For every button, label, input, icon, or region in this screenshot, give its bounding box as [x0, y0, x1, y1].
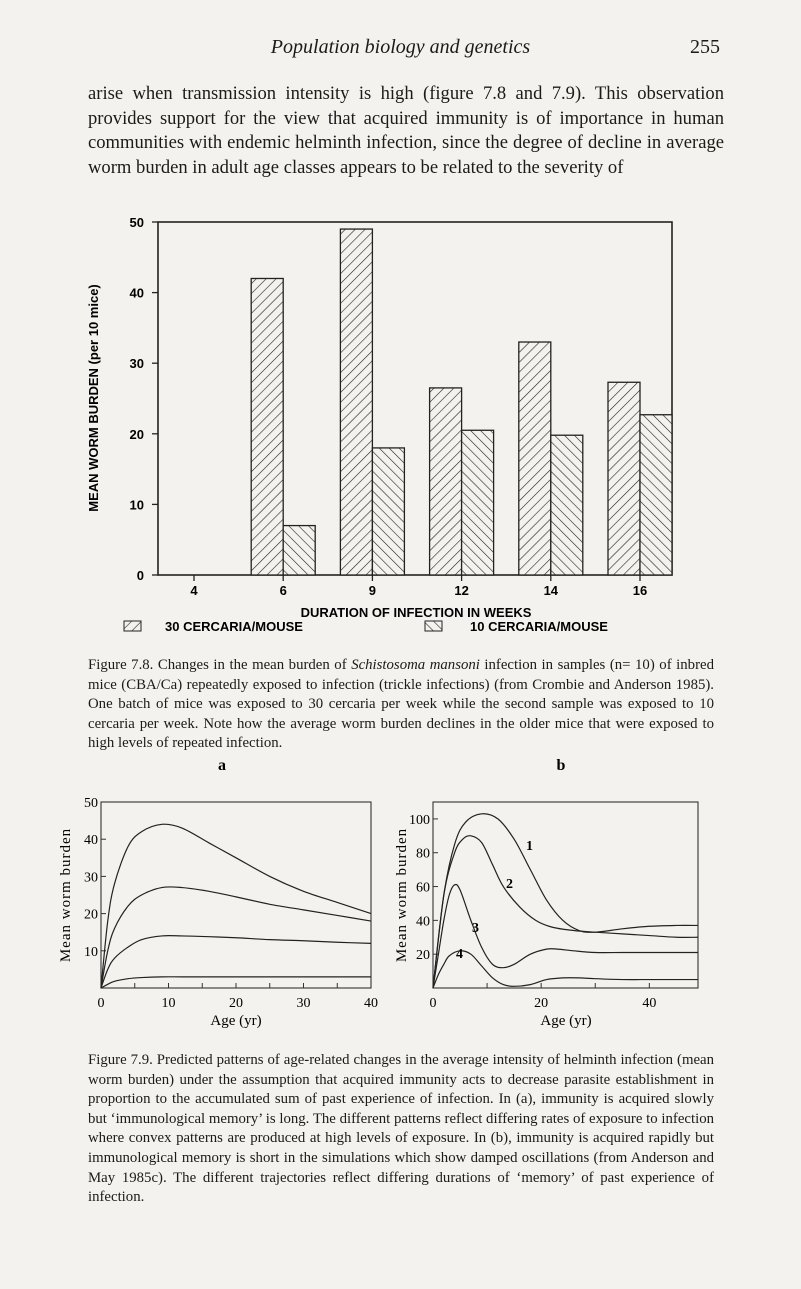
x-axis-title: DURATION OF INFECTION IN WEEKS [301, 605, 532, 620]
bar-30-cercaria [428, 387, 463, 576]
y-tick-label: 20 [130, 427, 144, 442]
bar-10-cercaria [371, 447, 406, 576]
bar-10-cercaria [282, 524, 316, 576]
legend-swatch-30-cercaria [123, 620, 142, 632]
x-tick-label: 6 [280, 583, 287, 598]
bar-10-cercaria [639, 414, 673, 576]
x-tick-label: 4 [190, 583, 198, 598]
caption-text: infection in samples (n= 10) of inbred m… [88, 657, 714, 752]
x-tick-label: 16 [633, 583, 647, 598]
legend-label-10-cercaria: 10 CERCARIA/MOUSE [470, 619, 608, 634]
figure-7-8-caption: Figure 7.8. Changes in the mean burden o… [88, 656, 714, 754]
bar-10-cercaria [460, 429, 495, 576]
y-tick-label: 30 [130, 356, 144, 371]
bar-30-cercaria [339, 228, 374, 576]
bar-30-cercaria [518, 341, 552, 576]
figure-7-9-caption: Figure 7.9. Predicted patterns of age-re… [88, 1052, 714, 1206]
x-tick-label: 12 [454, 583, 468, 598]
plot-frame [157, 221, 673, 576]
page-number: 255 [690, 36, 720, 58]
y-tick-label: 40 [130, 286, 144, 301]
species-name: Schistosoma mansoni [351, 657, 480, 673]
y-axis-title: MEAN WORM BURDEN (per 10 mice) [86, 284, 101, 512]
bar-30-cercaria [607, 381, 641, 576]
running-head-title: Population biology and genetics [270, 36, 531, 58]
x-tick-label: 14 [544, 583, 559, 598]
body-paragraph: arise when transmission intensity is hig… [88, 83, 724, 178]
bar-10-cercaria [550, 434, 584, 576]
caption-text: Figure 7.8. Changes in the mean burden o… [88, 657, 352, 673]
legend-swatch-10-cercaria [424, 620, 443, 632]
y-tick-label: 0 [137, 568, 144, 583]
legend-label-30-cercaria: 30 CERCARIA/MOUSE [165, 619, 303, 634]
y-tick-label: 50 [130, 215, 144, 230]
y-tick-label: 10 [130, 497, 144, 512]
bar-30-cercaria [250, 277, 284, 576]
x-tick-label: 9 [369, 583, 376, 598]
